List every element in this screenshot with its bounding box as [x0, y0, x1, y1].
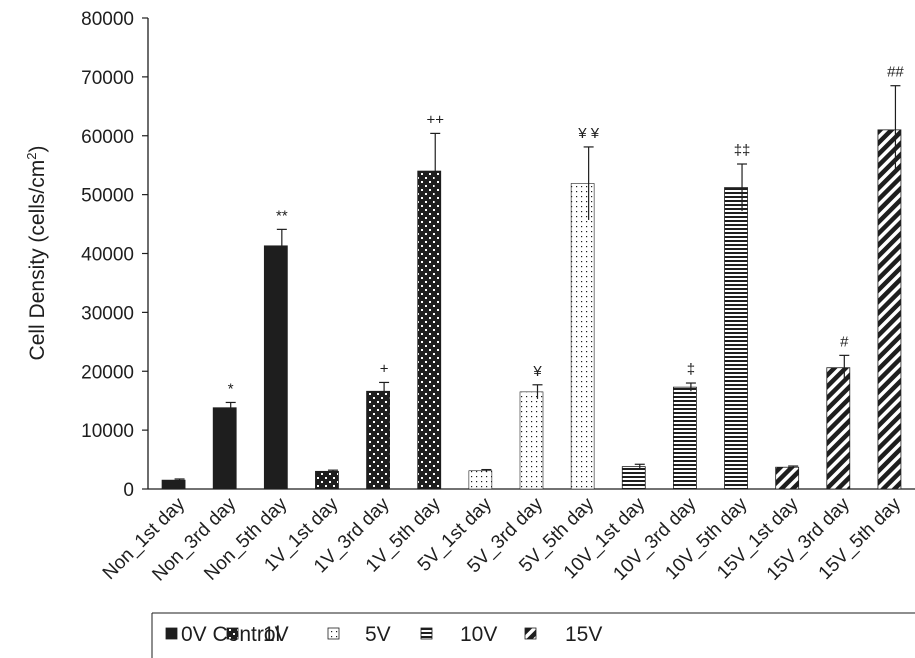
significance-marker: ‡: [687, 361, 695, 378]
legend-swatch-5v: [327, 627, 340, 640]
y-tick-label: 50000: [81, 186, 134, 207]
significance-marker: +: [380, 360, 389, 377]
bar-1v-1st-day: [315, 470, 339, 490]
y-tick-label: 20000: [81, 362, 134, 383]
bar-10v-5th-day: [724, 187, 748, 490]
bar-5v-3rd-day: [519, 391, 544, 490]
bar-5v-1st-day: [468, 470, 493, 490]
legend-swatch-15v: [524, 627, 537, 640]
legend-label-10v: 10V: [460, 623, 497, 646]
bar-1v-5th-day: [417, 170, 442, 490]
bar-15v-3rd-day: [826, 367, 851, 490]
y-tick-label: 10000: [81, 421, 134, 442]
bar-15v-1st-day: [775, 466, 800, 490]
significance-marker: ++: [426, 111, 444, 128]
y-tick-label: 0: [123, 480, 134, 501]
bar-non-1st-day: [161, 479, 186, 490]
legend-label-1v: 1V: [263, 623, 289, 646]
bar-10v-3rd-day: [673, 386, 697, 490]
significance-marker: ##: [887, 64, 904, 81]
y-tick-label: 60000: [81, 127, 134, 148]
significance-marker: ¥ ¥: [577, 125, 600, 142]
bar-5v-5th-day: [570, 183, 595, 490]
bars: ***+++¥¥ ¥‡‡‡###: [161, 64, 904, 490]
y-tick-label: 30000: [81, 303, 134, 324]
y-tick-label: 70000: [81, 68, 134, 89]
legend-label-15v: 15V: [565, 623, 602, 646]
bar-non-5th-day: [263, 245, 288, 490]
significance-marker: *: [228, 380, 234, 397]
significance-marker: ¥: [532, 363, 542, 380]
y-ticks: 0 10000 20000 30000 40000 50000 60000 70000 8000…: [81, 9, 148, 501]
bar-non-3rd-day: [212, 407, 237, 490]
significance-marker: **: [276, 207, 288, 224]
bar-15v-5th-day: [877, 129, 902, 490]
bar-10v-1st-day: [621, 466, 646, 490]
significance-marker: #: [840, 333, 849, 350]
legend-swatch-1v: [226, 627, 239, 640]
y-tick-label: 40000: [81, 245, 134, 266]
significance-marker: ‡‡: [734, 142, 751, 159]
bar-1v-3rd-day: [366, 390, 391, 490]
legend-swatch-0v-control: [165, 627, 178, 640]
y-axis-title: Cell Density (cells/cm2): [24, 146, 49, 361]
y-tick-label: 80000: [81, 9, 134, 30]
legend-label-5v: 5V: [365, 623, 391, 646]
legend-swatch-10v: [420, 627, 433, 640]
